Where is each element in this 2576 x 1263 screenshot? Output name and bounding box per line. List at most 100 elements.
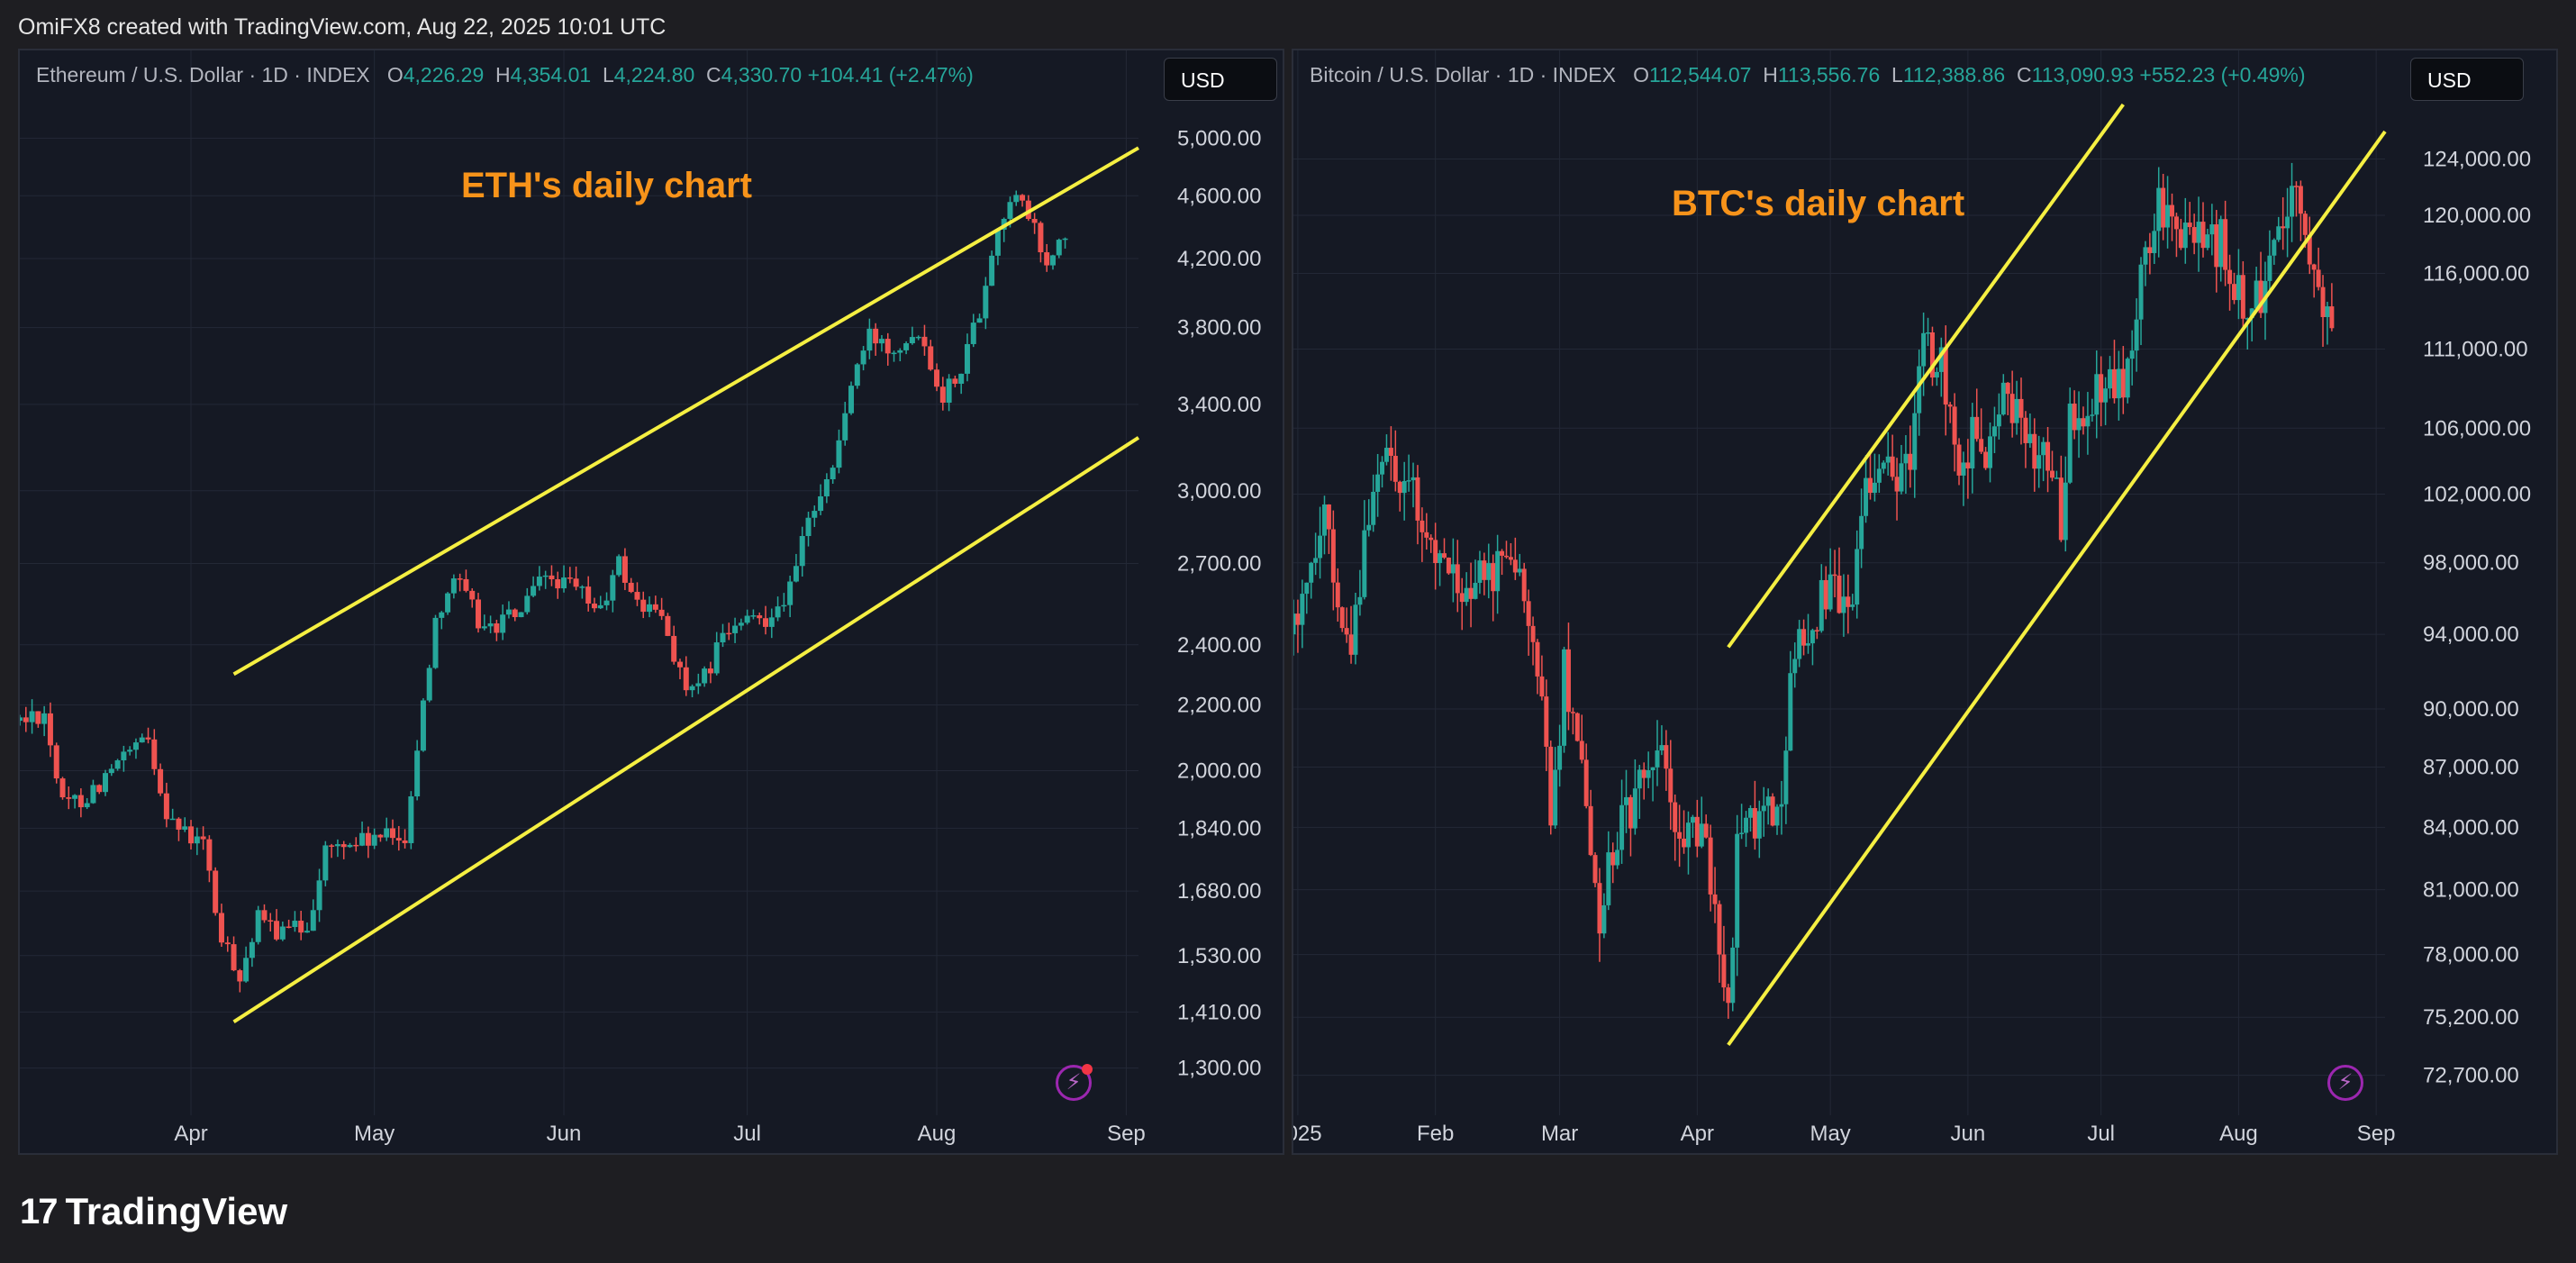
candle bbox=[359, 821, 366, 847]
candle bbox=[983, 277, 989, 330]
candle bbox=[463, 569, 469, 593]
candle-body bbox=[463, 578, 469, 591]
candle bbox=[2227, 254, 2233, 311]
candle bbox=[365, 826, 371, 859]
channel-trendline[interactable] bbox=[1727, 103, 2125, 649]
candle bbox=[445, 592, 451, 615]
eth-chart[interactable]: 5,000.00 4,600.00 4,200.00 3,800.00 3,400.00… bbox=[20, 50, 1284, 1155]
eth-chart-panel[interactable]: 5,000.00 4,600.00 4,200.00 3,800.00 3,400.00… bbox=[18, 49, 1284, 1155]
candle-body bbox=[2316, 269, 2321, 287]
candle-body bbox=[2311, 264, 2317, 270]
candle-body bbox=[1752, 808, 1757, 839]
candle-body bbox=[1926, 332, 1931, 334]
candle bbox=[194, 827, 200, 856]
candle bbox=[2254, 267, 2259, 312]
channel-trendline[interactable] bbox=[232, 436, 1140, 1023]
candle bbox=[1313, 532, 1319, 576]
btc-currency-button[interactable]: USD bbox=[2410, 58, 2524, 101]
candle bbox=[830, 465, 836, 484]
btc-chart[interactable]: 124,000.00 120,000.00 116,000.00 111,000.00… bbox=[1293, 50, 2558, 1155]
candle-body bbox=[1503, 555, 1509, 558]
candle bbox=[243, 946, 249, 983]
candle bbox=[200, 826, 206, 850]
candle-body bbox=[1970, 416, 1975, 468]
candle bbox=[2116, 350, 2121, 421]
btc-ohlc-legend: Bitcoin / U.S. Dollar · 1D · INDEX O112,… bbox=[1310, 63, 2306, 87]
candle-body bbox=[2147, 247, 2153, 253]
candle bbox=[206, 835, 213, 883]
candle-body bbox=[1326, 504, 1331, 530]
candle bbox=[628, 577, 634, 594]
candle-body bbox=[1521, 568, 1527, 602]
candle bbox=[23, 706, 29, 732]
candle-body bbox=[1810, 630, 1815, 644]
candle-body bbox=[1890, 456, 1895, 477]
candle bbox=[1761, 786, 1766, 837]
date-axis-label: May bbox=[354, 1122, 395, 1146]
candle-body bbox=[891, 352, 897, 355]
candle-body bbox=[597, 604, 603, 609]
candle bbox=[108, 764, 114, 777]
candle bbox=[1335, 568, 1340, 622]
candle bbox=[689, 684, 695, 697]
candle-body bbox=[1348, 634, 1354, 655]
candle-body bbox=[29, 711, 35, 722]
candle bbox=[1943, 325, 1948, 436]
candle-body bbox=[1468, 587, 1474, 599]
candle bbox=[1446, 557, 1451, 576]
candle bbox=[1512, 537, 1518, 580]
candle bbox=[1752, 780, 1757, 850]
candle-body bbox=[1694, 816, 1700, 847]
btc-lightning-icon[interactable]: ⚡ bbox=[2327, 1065, 2363, 1101]
candle bbox=[1637, 765, 1642, 820]
candle-body bbox=[1903, 453, 1909, 464]
candle bbox=[1429, 534, 1434, 553]
candle-body bbox=[524, 595, 531, 613]
candle-body bbox=[1339, 607, 1345, 629]
candle bbox=[1832, 550, 1837, 598]
candle bbox=[2156, 167, 2162, 258]
candle bbox=[304, 922, 310, 933]
price-axis-label: 1,840.00 bbox=[1177, 816, 1261, 840]
candle bbox=[1682, 810, 1687, 854]
candle-body bbox=[1628, 796, 1633, 829]
candle-body bbox=[1947, 404, 1953, 407]
channel-trendline[interactable] bbox=[1727, 130, 2387, 1047]
candle-body bbox=[2103, 388, 2109, 403]
candle bbox=[103, 769, 109, 796]
candle bbox=[2090, 398, 2095, 423]
candle-body bbox=[2302, 214, 2308, 235]
candle-body bbox=[371, 834, 377, 846]
candle-body bbox=[585, 586, 592, 604]
eth-currency-button[interactable]: USD bbox=[1164, 58, 1277, 101]
candle bbox=[542, 570, 549, 589]
candle bbox=[1574, 712, 1580, 742]
candle-body bbox=[1044, 252, 1050, 266]
candle-body bbox=[194, 836, 200, 844]
candle bbox=[1353, 593, 1358, 665]
candle bbox=[518, 612, 524, 618]
candle-body bbox=[665, 615, 671, 636]
candle-body bbox=[1491, 563, 1496, 592]
btc-chart-panel[interactable]: 124,000.00 120,000.00 116,000.00 111,000.00… bbox=[1292, 49, 2558, 1155]
candle-body bbox=[1013, 195, 1020, 203]
candle bbox=[66, 786, 72, 810]
price-axis-label: 124,000.00 bbox=[2423, 147, 2531, 171]
candle-body bbox=[707, 668, 713, 674]
candle-body bbox=[1655, 750, 1660, 768]
candle bbox=[469, 588, 476, 608]
candle-body bbox=[818, 495, 824, 512]
candle bbox=[1544, 679, 1549, 771]
candle bbox=[713, 632, 720, 676]
eth-lightning-icon[interactable]: ⚡ bbox=[1056, 1064, 1093, 1101]
candle-body bbox=[903, 343, 910, 350]
candle-body bbox=[377, 834, 384, 838]
candle bbox=[1841, 574, 1846, 637]
candle-body bbox=[1641, 769, 1646, 778]
candle bbox=[603, 592, 610, 611]
tradingview-logo[interactable]: 17 TradingView bbox=[20, 1189, 287, 1234]
eth-low-value: 4,224.80 bbox=[613, 63, 695, 86]
candle-body bbox=[2200, 222, 2206, 249]
candle-body bbox=[1726, 987, 1731, 1004]
channel-trendline[interactable] bbox=[232, 146, 1140, 677]
